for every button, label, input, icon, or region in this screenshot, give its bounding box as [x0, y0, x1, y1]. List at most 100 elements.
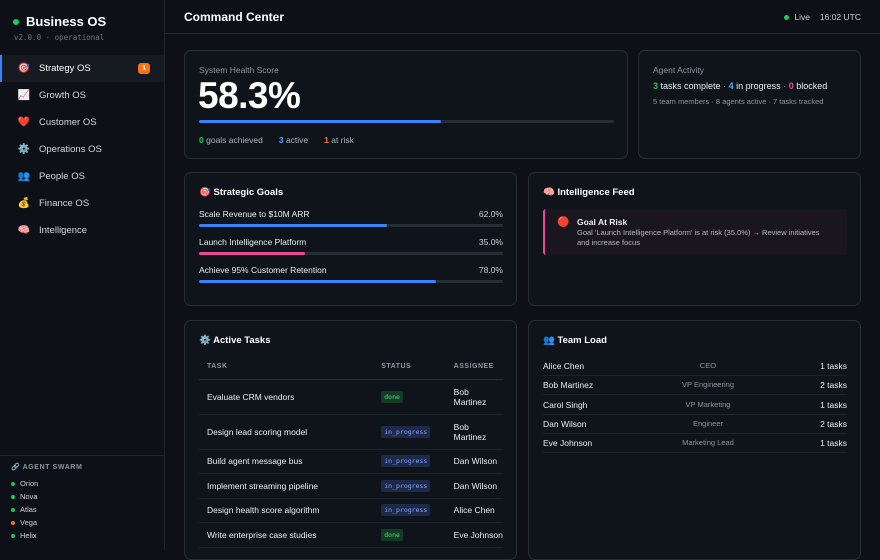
alert-body: Goal 'Launch Intelligence Platform' is a…	[577, 228, 820, 247]
team-member-name: Carol Singh	[543, 399, 588, 410]
sidebar-item-intelligence[interactable]: 🧠 Intelligence	[0, 217, 164, 244]
sidebar-item-operations-os[interactable]: ⚙️ Operations OS	[0, 136, 164, 163]
team-member-tasks: 1 tasks	[820, 361, 847, 371]
agent-status-dot	[11, 481, 15, 486]
activity-summary: 5 team members · 8 agents active · 7 tas…	[653, 97, 824, 106]
sidebar-item-people-os[interactable]: 👥 People OS	[0, 163, 164, 190]
goal-name: Achieve 95% Customer Retention	[199, 265, 327, 275]
blocked-label: blocked	[796, 81, 828, 91]
table-row[interactable]: Write enterprise case studies done Eve Joh…	[199, 522, 503, 548]
sidebar-item-label: Finance OS	[39, 198, 90, 209]
task-assignee: Bob Martinez	[445, 414, 503, 450]
goal-row[interactable]: Launch Intelligence Platform 35.0%	[199, 237, 503, 257]
brand-title: Business OS	[26, 14, 107, 29]
clock: 16:02 UTC	[819, 12, 861, 22]
task-status-cell: in_progress	[373, 498, 446, 523]
tasks-table-header: TASK STATUS ASSIGNEE	[199, 355, 503, 380]
goal-progress-bar	[199, 252, 503, 255]
sidebar-item-label: People OS	[39, 171, 85, 182]
live-indicator: Live	[784, 12, 810, 22]
team-load-card: 👥 Team Load Alice Chen CEO 1 tasks Bob Mart…	[528, 320, 861, 560]
health-stat-value: 0	[199, 135, 204, 145]
people-icon: 👥	[17, 171, 31, 182]
health-stat-label: goals achieved	[206, 135, 263, 145]
agent-status-dot	[11, 520, 15, 525]
strategic-goals-card: 🎯 Strategic Goals Scale Revenue to $10M …	[184, 172, 517, 306]
team-member-row[interactable]: Eve Johnson Marketing Lead 1 tasks	[543, 434, 847, 454]
team-member-name: Eve Johnson	[543, 438, 593, 449]
intelligence-feed-title: 🧠 Intelligence Feed	[543, 187, 635, 198]
sidebar-item-strategy-os[interactable]: 🎯 Strategy OS 1	[0, 55, 164, 82]
team-member-role: VP Engineering	[682, 380, 734, 390]
health-label: System Health Score	[199, 65, 279, 75]
sidebar-item-growth-os[interactable]: 📈 Growth OS	[0, 82, 164, 109]
activity-counts: 3 tasks complete · 4 in progress · 0 blo…	[653, 81, 827, 91]
column-header-task: TASK	[199, 355, 374, 380]
health-score: 58.3%	[198, 75, 301, 116]
team-member-row[interactable]: Carol Singh VP Marketing 1 tasks	[543, 396, 847, 415]
team-member-name: Dan Wilson	[543, 418, 587, 429]
task-name: Design health score algorithm	[199, 498, 374, 523]
page-title: Command Center	[184, 10, 285, 24]
strategic-goals-title: 🎯 Strategic Goals	[199, 187, 284, 198]
active-tasks-title: ⚙️ Active Tasks	[199, 335, 271, 346]
table-row[interactable]: Implement streaming pipeline in_progress D…	[199, 473, 503, 499]
table-row[interactable]: Build agent message bus in_progress Dan Wi…	[199, 449, 503, 474]
agent-swarm: 🔗 AGENT SWARM Orion Nova Atlas Vega Helix	[0, 455, 164, 549]
agent-item[interactable]: Atlas	[11, 503, 153, 516]
agent-activity-card: Agent Activity 3 tasks complete · 4 in p…	[638, 50, 861, 159]
team-member-role: VP Marketing	[685, 399, 731, 409]
agent-item[interactable]: Orion	[11, 477, 153, 490]
task-name: Implement streaming pipeline	[199, 473, 374, 499]
live-dot-icon	[784, 14, 790, 20]
goal-progress-fill	[199, 224, 388, 227]
goal-progress-bar	[199, 280, 503, 283]
status-dot	[13, 18, 19, 25]
notification-badge: 1	[138, 63, 150, 74]
team-member-row[interactable]: Alice Chen CEO 1 tasks	[543, 357, 847, 376]
goal-name: Scale Revenue to $10M ARR	[199, 209, 310, 219]
sidebar-item-customer-os[interactable]: ❤️ Customer OS	[0, 109, 164, 136]
team-member-role: Engineer	[692, 418, 724, 428]
task-assignee: Dan Wilson	[445, 449, 503, 474]
alert-goal-at-risk[interactable]: 🔴 Goal At Risk Goal 'Launch Intelligence…	[543, 209, 847, 255]
header: Command Center Live 16:02 UTC	[165, 0, 880, 34]
table-row[interactable]: Evaluate CRM vendors done Bob Martinez	[199, 379, 503, 415]
health-stats: 0 goals achieved 3 active 1 at risk	[199, 135, 354, 145]
task-name: Evaluate CRM vendors	[199, 379, 374, 415]
separator: ·	[783, 81, 787, 91]
sidebar-item-label: Growth OS	[39, 90, 86, 101]
agent-item[interactable]: Nova	[11, 490, 153, 503]
table-row[interactable]: Design health score algorithm in_progress…	[199, 498, 503, 523]
tasks-table: TASK STATUS ASSIGNEE Evaluate CRM vendor…	[199, 355, 503, 548]
brand-subtitle: v2.0.0 · operational	[14, 33, 105, 42]
team-member-row[interactable]: Dan Wilson Engineer 2 tasks	[543, 415, 847, 434]
column-header-status: STATUS	[373, 355, 446, 380]
intelligence-feed-card: 🧠 Intelligence Feed 🔴 Goal At Risk Goal …	[528, 172, 861, 306]
team-load-title: 👥 Team Load	[543, 335, 607, 346]
health-stat-label: active	[285, 135, 309, 145]
task-name: Write enterprise case studies	[199, 522, 374, 548]
blocked-count: 0	[788, 81, 794, 91]
activity-label: Agent Activity	[653, 65, 705, 75]
goal-progress-fill	[199, 280, 437, 283]
task-assignee: Bob Martinez	[445, 379, 503, 415]
sidebar-item-finance-os[interactable]: 💰 Finance OS	[0, 190, 164, 217]
agent-item[interactable]: Helix	[11, 529, 153, 542]
task-assignee: Dan Wilson	[445, 473, 503, 499]
team-member-name: Alice Chen	[543, 361, 585, 371]
active-tasks-card: ⚙️ Active Tasks TASK STATUS ASSIGNEE Eva…	[184, 320, 517, 560]
task-status-cell: in_progress	[373, 414, 446, 450]
team-member-row[interactable]: Bob Martinez VP Engineering 2 tasks	[543, 376, 847, 396]
goal-row[interactable]: Scale Revenue to $10M ARR 62.0%	[199, 209, 503, 229]
table-row[interactable]: Design lead scoring model in_progress Bob …	[199, 414, 503, 450]
agent-status-dot	[11, 494, 15, 499]
in-progress-count: 4	[728, 81, 734, 91]
health-bar-fill	[199, 120, 441, 123]
gear-icon: ⚙️	[17, 144, 31, 155]
goal-row[interactable]: Achieve 95% Customer Retention 78.0%	[199, 265, 503, 285]
team-member-name: Bob Martinez	[543, 380, 594, 391]
health-stat: 0 goals achieved	[199, 135, 263, 145]
status-badge: in_progress	[381, 479, 431, 492]
agent-item[interactable]: Vega	[11, 516, 153, 529]
